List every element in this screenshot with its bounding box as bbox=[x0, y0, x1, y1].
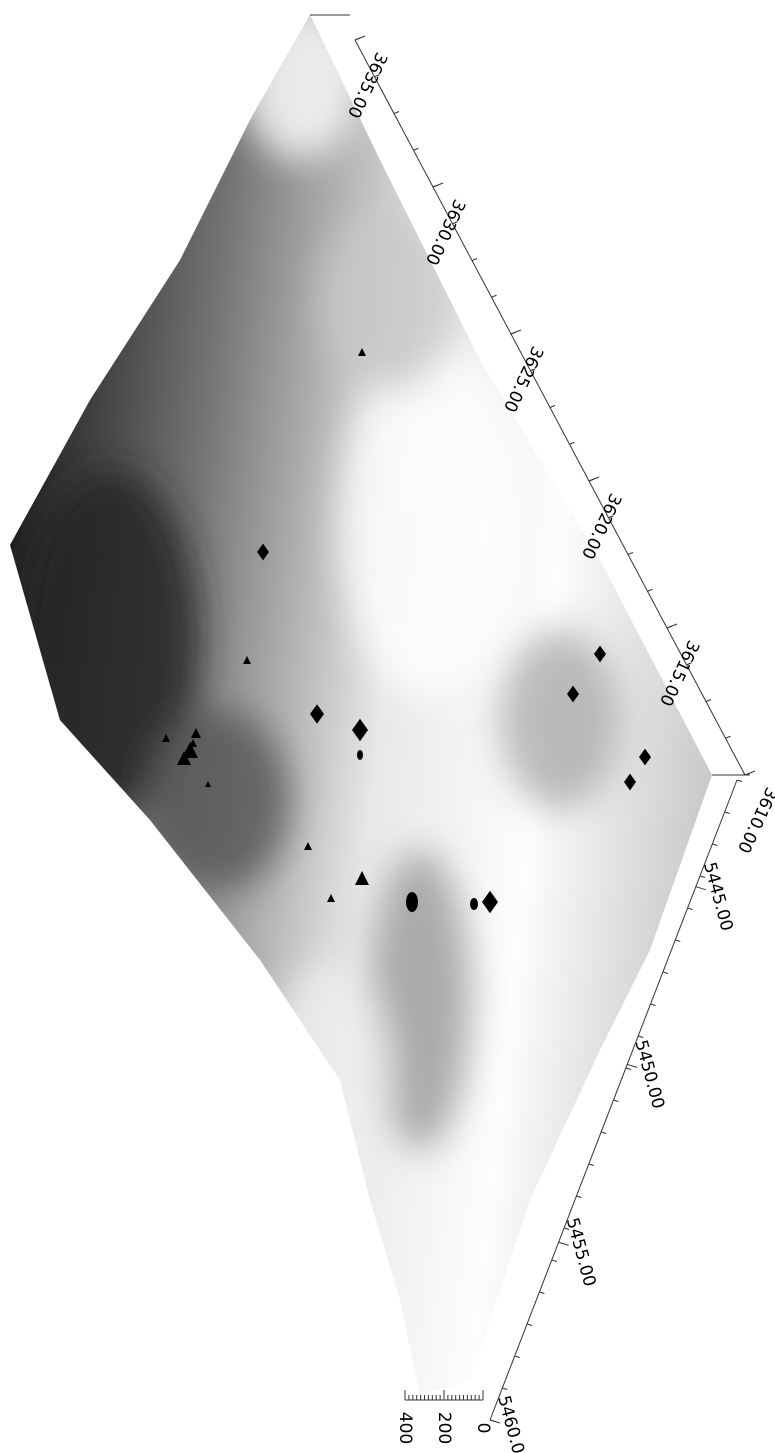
x-tick-label: 3630.00 bbox=[421, 196, 469, 268]
minor-tick bbox=[530, 368, 536, 372]
tick-mark bbox=[558, 1241, 569, 1246]
circle-marker bbox=[357, 750, 363, 760]
minor-tick bbox=[687, 907, 693, 910]
diamond-marker bbox=[310, 704, 324, 724]
x-tick-label: 3625.00 bbox=[499, 343, 547, 415]
minor-tick bbox=[686, 662, 692, 666]
minor-tick bbox=[650, 1003, 656, 1006]
minor-tick bbox=[354, 37, 361, 41]
minor-tick bbox=[625, 1067, 631, 1070]
y-tick-label: 5455.00 bbox=[562, 1216, 600, 1289]
minor-tick bbox=[675, 939, 681, 942]
minor-tick bbox=[613, 1099, 619, 1102]
tick-mark bbox=[695, 886, 706, 891]
minor-tick bbox=[627, 552, 634, 555]
minor-tick bbox=[588, 478, 595, 482]
markers bbox=[162, 348, 651, 914]
minor-tick bbox=[502, 1387, 508, 1390]
minor-tick bbox=[601, 1131, 607, 1134]
circle-marker bbox=[470, 898, 478, 910]
minor-tick bbox=[563, 1227, 570, 1230]
minor-tick bbox=[712, 843, 718, 846]
minor-tick bbox=[724, 811, 730, 814]
z-tick-label: 400 bbox=[395, 1412, 415, 1444]
diamond-marker bbox=[624, 773, 636, 791]
triangle-marker bbox=[191, 728, 201, 738]
x-tick-label: 3610.00 bbox=[733, 784, 775, 856]
minor-tick bbox=[588, 1163, 594, 1166]
x-tick-label: 3620.00 bbox=[577, 490, 625, 562]
minor-tick bbox=[576, 1195, 582, 1198]
minor-tick bbox=[413, 147, 419, 151]
minor-tick bbox=[569, 441, 575, 445]
minor-tick bbox=[699, 875, 706, 878]
minor-tick bbox=[393, 111, 400, 114]
triangle-marker bbox=[327, 894, 335, 902]
z-tick-label: 0 bbox=[473, 1423, 493, 1434]
minor-tick bbox=[638, 1035, 644, 1038]
z-tick-label: 200 bbox=[434, 1412, 454, 1444]
tick-mark bbox=[627, 1063, 638, 1068]
minor-tick bbox=[736, 779, 743, 782]
minor-tick bbox=[514, 1355, 520, 1358]
y-tick-label: 5450.00 bbox=[630, 1038, 668, 1111]
minor-tick bbox=[374, 74, 380, 78]
triangle-marker bbox=[182, 742, 198, 758]
diamond-marker bbox=[567, 685, 579, 703]
triangle-marker bbox=[355, 871, 369, 885]
triangle-marker bbox=[358, 348, 366, 356]
diamond-marker bbox=[257, 543, 269, 561]
minor-tick bbox=[471, 258, 478, 261]
minor-tick bbox=[647, 588, 653, 592]
minor-tick bbox=[662, 971, 669, 974]
minor-tick bbox=[526, 1323, 533, 1326]
triangle-marker bbox=[205, 781, 211, 787]
minor-tick bbox=[705, 699, 712, 702]
circle-marker bbox=[406, 892, 418, 912]
minor-tick bbox=[452, 221, 458, 225]
diamond-marker bbox=[352, 718, 368, 742]
y-tick-label: 5445.00 bbox=[699, 860, 737, 933]
minor-tick bbox=[510, 331, 517, 335]
minor-tick bbox=[666, 625, 673, 629]
x-tick-label: 3635.00 bbox=[343, 49, 391, 121]
minor-tick bbox=[539, 1291, 545, 1294]
minor-tick bbox=[725, 735, 731, 739]
triangle-marker bbox=[177, 751, 191, 765]
minor-tick bbox=[549, 405, 556, 408]
x-tick-label: 3615.00 bbox=[655, 637, 703, 709]
triangle-marker bbox=[243, 656, 251, 664]
triangle-marker bbox=[162, 734, 170, 742]
minor-tick bbox=[608, 515, 614, 519]
y-tick-label: 5460.00 bbox=[493, 1393, 531, 1453]
diamond-marker bbox=[482, 890, 498, 914]
diamond-marker bbox=[594, 645, 606, 663]
diamond-marker bbox=[639, 748, 651, 766]
minor-tick bbox=[432, 184, 439, 188]
minor-tick bbox=[551, 1259, 557, 1262]
triangle-marker bbox=[304, 842, 312, 850]
minor-tick bbox=[744, 772, 751, 776]
minor-tick bbox=[491, 294, 497, 298]
triangle-marker bbox=[189, 739, 197, 747]
minor-tick bbox=[489, 1419, 496, 1422]
